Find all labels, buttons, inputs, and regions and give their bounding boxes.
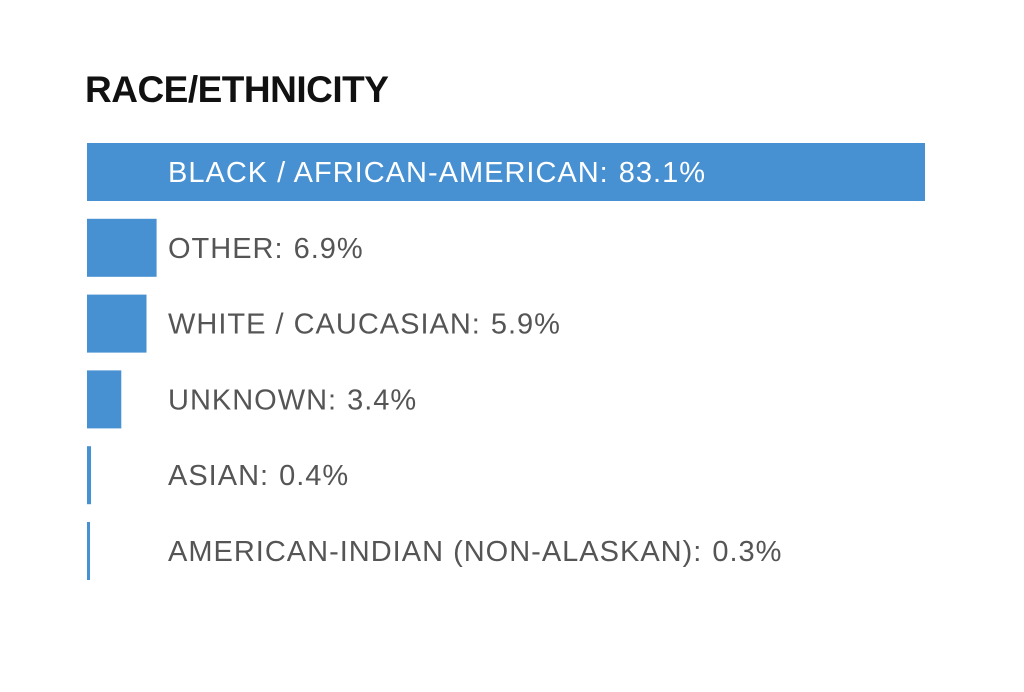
bar-label: WHITE / CAUCASIAN: 5.9% bbox=[168, 308, 561, 340]
category-label: OTHER: bbox=[168, 232, 284, 264]
value-label: 5.9% bbox=[491, 308, 561, 340]
bar bbox=[87, 218, 157, 277]
bar-label: UNKNOWN: 3.4% bbox=[168, 384, 417, 416]
bar bbox=[87, 446, 92, 505]
value-label: 0.3% bbox=[712, 536, 782, 568]
bar bbox=[87, 370, 122, 429]
category-label: BLACK / AFRICAN-AMERICAN: bbox=[168, 157, 609, 189]
value-label: 6.9% bbox=[294, 232, 364, 264]
chart-title: RACE/ETHNICITY bbox=[85, 69, 389, 110]
category-label: UNKNOWN: bbox=[168, 384, 337, 416]
category-label: AMERICAN-INDIAN (NON-ALASKAN): bbox=[168, 536, 702, 568]
bar-label: AMERICAN-INDIAN (NON-ALASKAN): 0.3% bbox=[168, 536, 782, 568]
bar bbox=[87, 143, 925, 201]
value-label: 0.4% bbox=[279, 460, 349, 492]
category-label: ASIAN: bbox=[168, 460, 269, 492]
category-label: WHITE / CAUCASIAN: bbox=[168, 308, 481, 340]
value-label: 3.4% bbox=[347, 384, 417, 416]
bar bbox=[87, 294, 147, 353]
bar-label: ASIAN: 0.4% bbox=[168, 460, 349, 492]
bar-label: BLACK / AFRICAN-AMERICAN: 83.1% bbox=[168, 157, 706, 189]
bar-label: OTHER: 6.9% bbox=[168, 232, 364, 264]
value-label: 83.1% bbox=[619, 157, 706, 189]
bar bbox=[87, 522, 91, 580]
